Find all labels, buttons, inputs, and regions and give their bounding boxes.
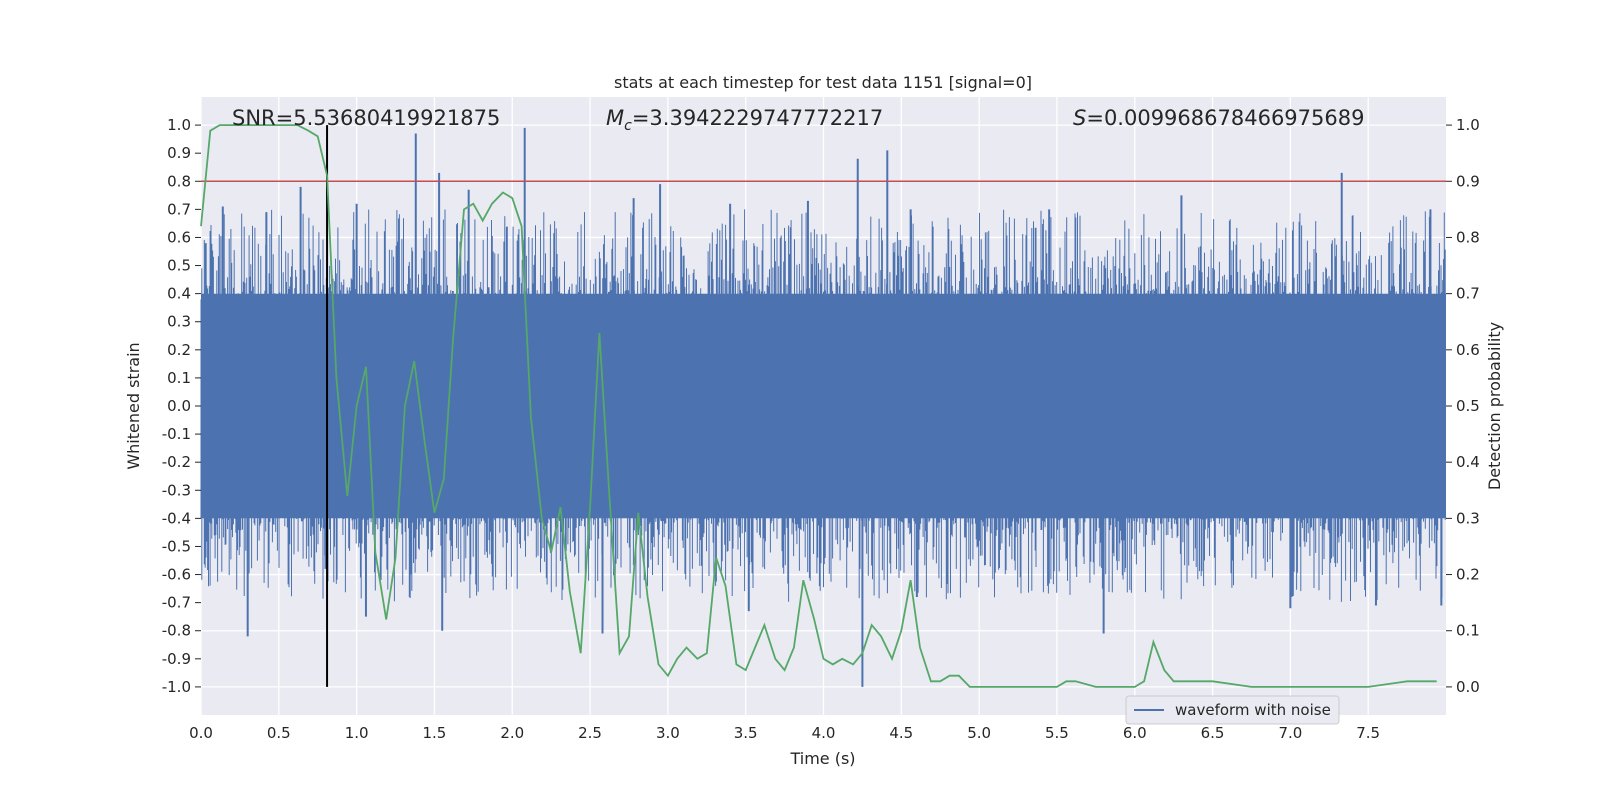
probability-series	[200, 124, 1437, 688]
y-left-tick-label: 0.6	[167, 228, 191, 246]
y-left-axis-ticks: 1.0 0.9 0.8 0.7 0.6 0.5 0.4 0.3 0.2 0.1 0.0 -0.1 -0.…	[162, 116, 201, 696]
legend-label: waveform with noise	[1175, 701, 1331, 719]
x-tick-label: 4.5	[889, 724, 913, 742]
y-left-tick-label: 0.9	[167, 144, 191, 162]
x-tick-label: 2.5	[578, 724, 602, 742]
y-left-tick-label: 0.1	[167, 369, 191, 387]
y-right-tick-label: 0.6	[1456, 341, 1480, 359]
x-tick-label: 0.0	[189, 724, 213, 742]
y-right-tick-label: 0.5	[1456, 397, 1480, 415]
y-left-tick-label: 0.4	[167, 285, 191, 303]
snr-annotation: SNR=5.53680419921875	[232, 106, 500, 130]
x-axis-ticks: 0.0 0.5 1.0 1.5 2.0 2.5 3.0 3.5 4.0 4.5 5.0 5.5 6.0 6…	[189, 724, 1380, 742]
y-right-axis-ticks: 1.0 0.9 0.8 0.7 0.6 0.5 0.4 0.3 0.2 0.1 0.0	[1446, 116, 1480, 696]
y-left-tick-label: 0.2	[167, 341, 191, 359]
waveform-series	[200, 127, 1446, 687]
y-left-axis-label: Whitened strain	[124, 342, 143, 469]
x-tick-label: 5.0	[967, 724, 991, 742]
y-left-tick-label: -0.6	[162, 566, 191, 584]
y-left-tick-label: 0.8	[167, 172, 191, 190]
y-right-tick-label: 0.9	[1456, 172, 1480, 190]
x-tick-label: 3.5	[734, 724, 758, 742]
y-left-tick-label: 0.7	[167, 200, 191, 218]
y-left-tick-label: -0.7	[162, 594, 191, 612]
y-left-tick-label: 0.0	[167, 397, 191, 415]
y-right-tick-label: 0.0	[1456, 678, 1480, 696]
y-left-tick-label: -0.1	[162, 425, 191, 443]
y-right-tick-label: 0.3	[1456, 509, 1480, 527]
x-tick-label: 3.0	[656, 724, 680, 742]
y-left-tick-label: -0.3	[162, 481, 191, 499]
y-left-tick-label: -0.9	[162, 650, 191, 668]
y-left-tick-label: 0.3	[167, 313, 191, 331]
x-axis-label: Time (s)	[789, 749, 855, 768]
x-tick-label: 4.0	[812, 724, 836, 742]
y-right-axis-label: Detection probability	[1485, 322, 1504, 490]
y-left-tick-label: -1.0	[162, 678, 191, 696]
x-tick-label: 0.5	[267, 724, 291, 742]
y-right-tick-label: 0.1	[1456, 622, 1480, 640]
y-right-tick-label: 0.8	[1456, 228, 1480, 246]
y-right-tick-label: 0.7	[1456, 285, 1480, 303]
y-left-tick-label: -0.5	[162, 537, 191, 555]
chirp-mass-annotation: Mc=3.3942229747772217	[606, 106, 883, 134]
x-tick-label: 1.0	[345, 724, 369, 742]
y-right-tick-label: 0.4	[1456, 453, 1480, 471]
chart-title: stats at each timestep for test data 115…	[614, 73, 1032, 92]
x-tick-label: 7.5	[1356, 724, 1380, 742]
y-left-tick-label: -0.8	[162, 622, 191, 640]
y-right-tick-label: 1.0	[1456, 116, 1480, 134]
x-tick-label: 6.0	[1123, 724, 1147, 742]
legend: waveform with noise	[1125, 695, 1340, 725]
legend-box	[1125, 695, 1340, 725]
s-annotation: S=0.009968678466975689	[1073, 106, 1364, 130]
x-tick-label: 1.5	[423, 724, 447, 742]
y-left-tick-label: 0.5	[167, 257, 191, 275]
x-tick-label: 2.0	[500, 724, 524, 742]
x-tick-label: 7.0	[1278, 724, 1302, 742]
y-left-tick-label: -0.4	[162, 509, 191, 527]
x-tick-label: 6.5	[1201, 724, 1225, 742]
y-left-tick-label: -0.2	[162, 453, 191, 471]
y-right-tick-label: 0.2	[1456, 566, 1480, 584]
y-left-tick-label: 1.0	[167, 116, 191, 134]
x-tick-label: 5.5	[1045, 724, 1069, 742]
